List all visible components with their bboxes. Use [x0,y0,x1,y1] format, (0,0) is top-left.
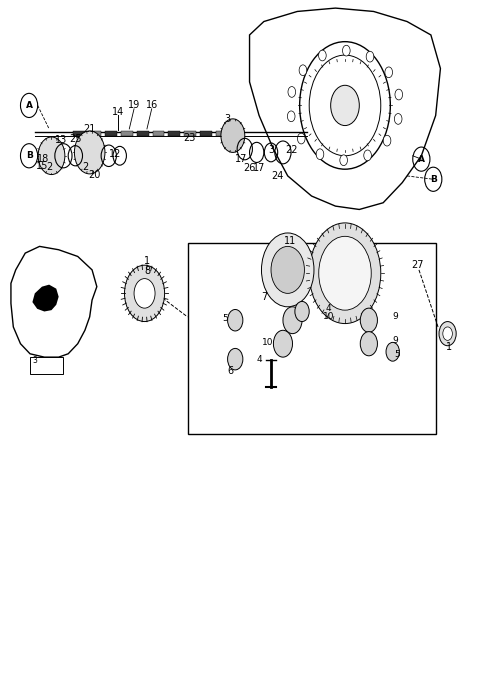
Circle shape [331,86,360,125]
Circle shape [274,330,292,357]
Text: B: B [430,175,437,184]
Text: 17: 17 [235,154,247,164]
Circle shape [298,133,305,144]
Circle shape [443,327,452,340]
Text: A: A [25,101,33,110]
Polygon shape [33,284,59,311]
Circle shape [283,307,302,334]
Text: 22: 22 [285,146,298,156]
Circle shape [288,86,296,97]
Bar [120,131,132,136]
Bar [188,243,436,434]
Text: 18: 18 [37,154,49,164]
Circle shape [386,342,399,361]
Circle shape [340,155,348,166]
Text: 4: 4 [325,304,331,313]
Circle shape [383,135,391,146]
Circle shape [38,137,65,175]
Circle shape [309,223,381,324]
Circle shape [271,247,304,293]
Text: 1: 1 [446,342,452,352]
Text: 2: 2 [46,162,52,172]
Text: 11: 11 [284,236,296,246]
Text: 5: 5 [222,314,228,324]
Text: 9: 9 [392,312,398,321]
Circle shape [360,308,377,332]
Text: B: B [25,151,33,160]
Text: 14: 14 [112,107,124,117]
Bar [30,357,63,374]
Text: A: A [418,154,425,164]
Circle shape [124,265,165,321]
Text: 3: 3 [224,114,230,124]
Text: 6: 6 [227,365,233,375]
Bar [153,131,165,136]
Text: 5: 5 [395,350,400,359]
Circle shape [228,309,243,331]
Text: 1: 1 [144,256,150,266]
Text: 8: 8 [144,266,150,276]
Circle shape [288,111,295,122]
Text: 23: 23 [184,133,196,143]
Bar [73,131,85,136]
Circle shape [395,89,403,100]
Bar [168,131,180,136]
Text: 3: 3 [268,146,274,156]
Bar [137,131,148,136]
Text: 7: 7 [261,292,267,302]
Circle shape [364,150,372,160]
Bar [89,131,101,136]
Text: 12: 12 [109,149,121,159]
Text: 10: 10 [262,338,274,347]
Circle shape [439,321,456,346]
Circle shape [228,348,243,370]
Text: 20: 20 [89,170,101,179]
Circle shape [262,233,314,307]
Text: 4: 4 [256,355,262,364]
Text: 3: 3 [32,356,37,365]
Text: 13: 13 [55,135,67,146]
Text: 25: 25 [69,134,82,144]
Bar [200,131,212,136]
Circle shape [299,65,307,75]
Text: 26: 26 [243,163,256,173]
Text: 19: 19 [128,100,140,111]
Bar [184,131,196,136]
Circle shape [134,278,155,308]
Circle shape [366,51,374,62]
Circle shape [395,113,402,124]
Circle shape [221,119,245,152]
Text: 16: 16 [145,100,158,111]
Bar [216,131,228,136]
Circle shape [295,301,309,321]
Text: 10: 10 [323,312,334,321]
Circle shape [385,67,393,78]
Text: 2: 2 [82,162,88,171]
Circle shape [360,332,377,356]
Bar [105,131,117,136]
Text: 24: 24 [271,171,283,181]
Circle shape [316,149,324,160]
Circle shape [319,50,326,61]
Circle shape [74,131,105,174]
Text: 21: 21 [84,124,96,134]
Circle shape [319,237,371,310]
Text: 17: 17 [253,163,265,173]
Circle shape [343,45,350,56]
Text: 9: 9 [392,336,398,345]
Text: 27: 27 [411,260,424,270]
Text: 15: 15 [36,161,48,171]
